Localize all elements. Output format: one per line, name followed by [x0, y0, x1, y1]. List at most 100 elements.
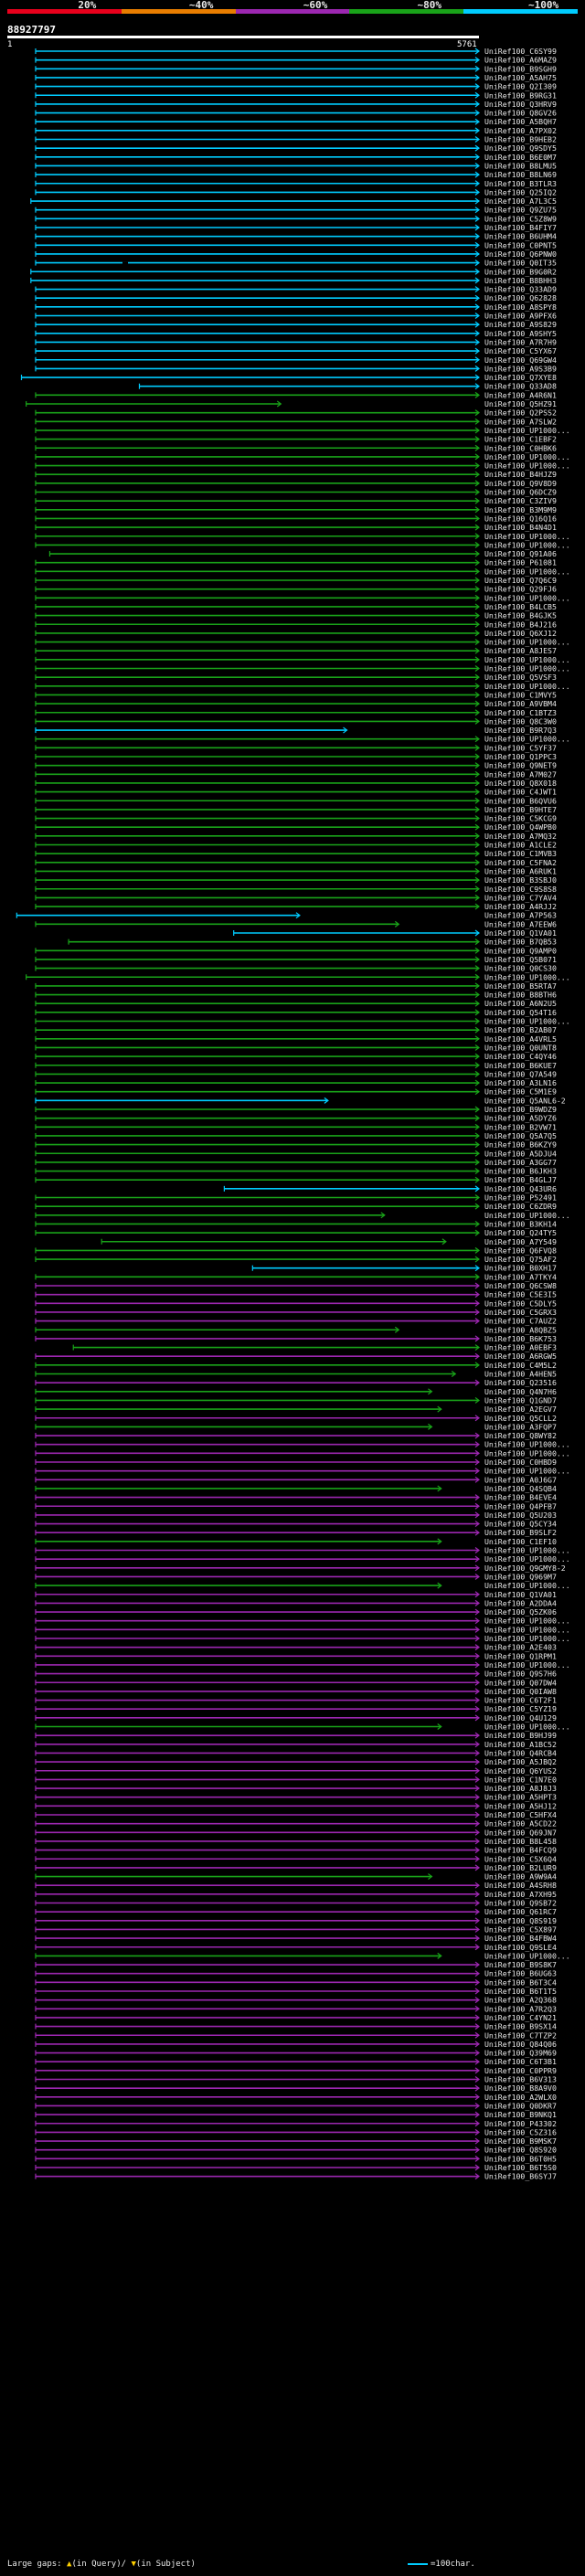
- hit-label[interactable]: UniRef100_B9HTE7: [484, 805, 557, 814]
- hit-row[interactable]: UniRef100_A7PX02: [35, 126, 557, 135]
- hit-row[interactable]: UniRef100_Q0IAW8: [35, 1687, 557, 1696]
- hit-row[interactable]: UniRef100_B6KUE7: [35, 1061, 557, 1070]
- hit-label[interactable]: UniRef100_C7YAV4: [484, 893, 557, 902]
- hit-label[interactable]: UniRef100_A7PX02: [484, 126, 557, 135]
- hit-label[interactable]: UniRef100_Q9NET9: [484, 761, 557, 770]
- hit-label[interactable]: UniRef100_B6UG63: [484, 1969, 557, 1978]
- hit-label[interactable]: UniRef100_B8L458: [484, 1837, 557, 1846]
- hit-row[interactable]: UniRef100_Q1RPM1: [35, 1651, 557, 1660]
- hit-label[interactable]: UniRef100_A5CD22: [484, 1819, 557, 1829]
- hit-row[interactable]: UniRef100_Q16Q16: [35, 514, 557, 523]
- hit-row[interactable]: UniRef100_A7MQ32: [35, 832, 557, 841]
- hit-row[interactable]: UniRef100_B3M9M9: [35, 505, 557, 514]
- hit-label[interactable]: UniRef100_B8BHH3: [484, 276, 557, 285]
- hit-label[interactable]: UniRef100_A7SLW2: [484, 417, 557, 426]
- hit-row[interactable]: UniRef100_A7R2Q3: [35, 2004, 557, 2013]
- hit-row[interactable]: UniRef100_B9SLF2: [35, 1528, 557, 1537]
- hit-row[interactable]: UniRef100_Q54T16: [35, 1008, 557, 1017]
- hit-label[interactable]: UniRef100_C1MVY5: [484, 690, 557, 699]
- hit-row[interactable]: UniRef100_B9MSK7: [35, 2136, 557, 2146]
- hit-label[interactable]: UniRef100_B6T1T5: [484, 1987, 557, 1996]
- hit-row[interactable]: UniRef100_A4VRL5: [35, 1034, 557, 1044]
- hit-label[interactable]: UniRef100_B4N4D1: [484, 523, 557, 532]
- hit-row[interactable]: UniRef100_B4GLJ7: [35, 1175, 557, 1184]
- hit-label[interactable]: UniRef100_A0EBF3: [484, 1343, 557, 1352]
- hit-row[interactable]: UniRef100_A7Y549: [101, 1237, 557, 1246]
- hit-label[interactable]: UniRef100_A3FQP7: [484, 1422, 557, 1431]
- hit-row[interactable]: UniRef100_Q33AD8: [138, 382, 557, 391]
- hit-label[interactable]: UniRef100_B9NKQ1: [484, 2110, 557, 2119]
- hit-row[interactable]: UniRef100_C6T3B1: [35, 2057, 557, 2066]
- hit-label[interactable]: UniRef100_B2AB07: [484, 1025, 557, 1034]
- hit-row[interactable]: UniRef100_A5DJU4: [35, 1149, 557, 1158]
- hit-row[interactable]: UniRef100_P61081: [35, 558, 557, 567]
- hit-row[interactable]: UniRef100_Q07DW4: [35, 1678, 557, 1687]
- hit-row[interactable]: UniRef100_Q5U203: [35, 1511, 557, 1520]
- hit-row[interactable]: UniRef100_UP1000...: [35, 1951, 570, 1960]
- hit-label[interactable]: UniRef100_C4YN21: [484, 2013, 557, 2022]
- hit-label[interactable]: UniRef100_Q6FVQ8: [484, 1246, 557, 1255]
- hit-row[interactable]: UniRef100_A1CLE2: [35, 841, 557, 850]
- hit-row[interactable]: UniRef100_Q1VA01: [35, 1590, 557, 1599]
- hit-label[interactable]: UniRef100_B4GJK5: [484, 611, 557, 620]
- hit-row[interactable]: UniRef100_B9RG31: [35, 90, 557, 100]
- hit-label[interactable]: UniRef100_A2E403: [484, 1643, 557, 1652]
- hit-row[interactable]: UniRef100_B6QVU6: [35, 796, 557, 805]
- hit-row[interactable]: UniRef100_Q1VA01: [233, 928, 557, 938]
- hit-row[interactable]: UniRef100_Q4PFB7: [35, 1501, 557, 1511]
- hit-label[interactable]: UniRef100_B6KUE7: [484, 1061, 557, 1070]
- hit-label[interactable]: UniRef100_B5RTA7: [484, 981, 557, 991]
- hit-label[interactable]: UniRef100_B4FCQ9: [484, 1846, 557, 1855]
- hit-label[interactable]: UniRef100_A4HEN5: [484, 1370, 557, 1379]
- hit-label[interactable]: UniRef100_Q5B071: [484, 955, 557, 964]
- hit-label[interactable]: UniRef100_B9S8K7: [484, 1960, 557, 1969]
- hit-label[interactable]: UniRef100_C5Z8W9: [484, 214, 557, 223]
- hit-label[interactable]: UniRef100_Q5ANL6-2: [484, 1096, 566, 1105]
- hit-row[interactable]: UniRef100_A7TKY4: [35, 1272, 557, 1281]
- hit-row[interactable]: UniRef100_C1EF10: [35, 1537, 557, 1546]
- hit-label[interactable]: UniRef100_Q5VSF3: [484, 673, 557, 682]
- hit-label[interactable]: UniRef100_B4FIY7: [484, 223, 557, 232]
- hit-row[interactable]: UniRef100_C6T2F1: [35, 1696, 557, 1705]
- hit-label[interactable]: UniRef100_UP1000...: [484, 664, 570, 673]
- hit-label[interactable]: UniRef100_UP1000...: [484, 1723, 570, 1732]
- hit-label[interactable]: UniRef100_A5JBQ2: [484, 1757, 557, 1766]
- hit-row[interactable]: UniRef100_Q3HRV9: [35, 100, 557, 109]
- hit-row[interactable]: UniRef100_A7XH95: [35, 1890, 557, 1899]
- hit-label[interactable]: UniRef100_A6RUK1: [484, 866, 557, 875]
- hit-label[interactable]: UniRef100_C5Z316: [484, 2127, 557, 2136]
- hit-label[interactable]: UniRef100_Q07DW4: [484, 1678, 557, 1687]
- hit-row[interactable]: UniRef100_Q23516: [35, 1378, 557, 1387]
- hit-row[interactable]: UniRef100_B3KH14: [35, 1219, 557, 1228]
- hit-label[interactable]: UniRef100_A9W9A4: [484, 1872, 557, 1882]
- hit-row[interactable]: UniRef100_C1EBF2: [35, 435, 557, 444]
- hit-label[interactable]: UniRef100_B6T5S0: [484, 2163, 557, 2172]
- hit-label[interactable]: UniRef100_Q5CLL2: [484, 1414, 557, 1423]
- hit-label[interactable]: UniRef100_C5KCG9: [484, 814, 557, 823]
- hit-label[interactable]: UniRef100_B2VW71: [484, 1122, 557, 1131]
- hit-row[interactable]: UniRef100_A0J6G7: [35, 1475, 557, 1484]
- hit-row[interactable]: UniRef100_UP1000...: [35, 1546, 570, 1555]
- hit-label[interactable]: UniRef100_A1CLE2: [484, 841, 557, 850]
- hit-label[interactable]: UniRef100_A6MAZ9: [484, 56, 557, 65]
- hit-row[interactable]: UniRef100_Q5ZK06: [35, 1607, 557, 1617]
- hit-label[interactable]: UniRef100_B7QB53: [484, 938, 557, 947]
- hit-label[interactable]: UniRef100_Q2PSS2: [484, 408, 557, 418]
- hit-label[interactable]: UniRef100_A2EGV7: [484, 1405, 557, 1414]
- hit-row[interactable]: UniRef100_Q6XJ12: [35, 629, 557, 638]
- hit-row[interactable]: UniRef100_Q5HZ91: [26, 399, 557, 408]
- hit-row[interactable]: UniRef100_A5BQH7: [35, 117, 557, 126]
- hit-row[interactable]: UniRef100_A2WLX0: [35, 2093, 557, 2102]
- hit-row[interactable]: UniRef100_B4J216: [35, 620, 557, 629]
- hit-row[interactable]: UniRef100_Q0CS30: [35, 964, 557, 973]
- hit-row[interactable]: UniRef100_UP1000...: [35, 1017, 570, 1026]
- hit-row[interactable]: UniRef100_Q4RCB4: [35, 1748, 557, 1757]
- hit-label[interactable]: UniRef100_UP1000...: [484, 1634, 570, 1643]
- hit-label[interactable]: UniRef100_C5YX67: [484, 346, 557, 355]
- hit-label[interactable]: UniRef100_Q62828: [484, 293, 557, 302]
- hit-label[interactable]: UniRef100_A9SHY5: [484, 329, 557, 338]
- hit-label[interactable]: UniRef100_C1EF10: [484, 1537, 557, 1546]
- hit-row[interactable]: UniRef100_C7TZP2: [35, 2030, 557, 2040]
- hit-row[interactable]: UniRef100_C5X6Q4: [35, 1854, 557, 1863]
- hit-row[interactable]: UniRef100_C4JWT1: [35, 788, 557, 797]
